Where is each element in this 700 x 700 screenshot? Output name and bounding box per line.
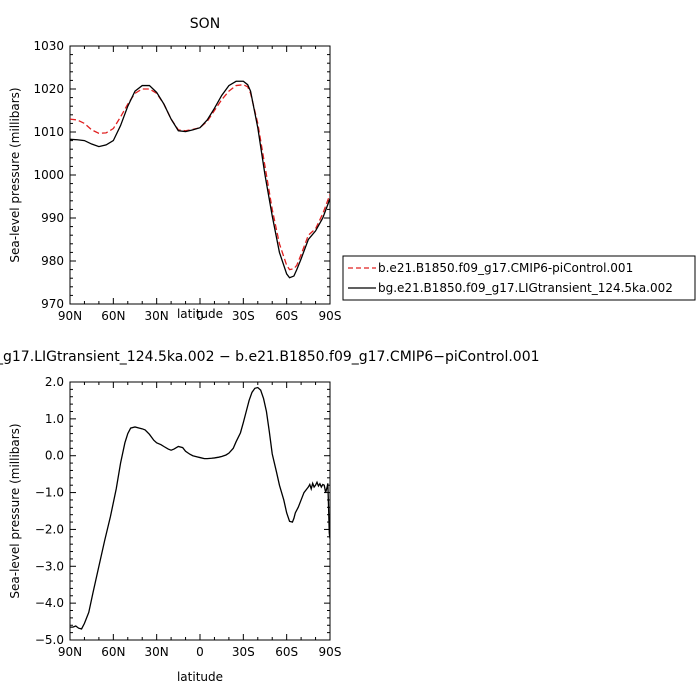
legend-label-1: b.e21.B1850.f09_g17.CMIP6-piControl.001 — [378, 261, 633, 275]
y-tick-label: −3.0 — [35, 559, 64, 573]
x-tick-label: 90N — [58, 309, 82, 323]
plot-frame — [69, 45, 331, 305]
x-tick-label: 90S — [319, 309, 342, 323]
x-tick-label: 0 — [196, 309, 204, 323]
x-tick-label: 60N — [101, 645, 125, 659]
y-tick-label: 980 — [41, 254, 64, 268]
y-tick-label: 970 — [41, 297, 64, 311]
x-tick-label: 60S — [275, 645, 298, 659]
y-tick-label: 1020 — [33, 82, 64, 96]
x-tick-label: 30S — [232, 309, 255, 323]
x-tick-label: 60N — [101, 309, 125, 323]
y-axis-label: Sea-level pressure (millibars) — [8, 423, 22, 598]
chart-title: bg.e21.B1850.f09_g17.LIGtransient_124.5k… — [0, 349, 540, 365]
x-tick-label: 60S — [275, 309, 298, 323]
y-tick-label: 1.0 — [45, 412, 64, 426]
x-tick-label: 0 — [196, 645, 204, 659]
chart-title: SON — [190, 16, 220, 32]
y-tick-label: 990 — [41, 211, 64, 225]
legend-box — [342, 255, 696, 301]
legend: b.e21.B1850.f09_g17.CMIP6-piControl.001b… — [342, 255, 696, 301]
chart-panel-1: SON 90N 60N 30N 0 30S 60S 90S 970 980 990 1000 1010 1… — [8, 16, 696, 323]
x-tick-label: 30S — [232, 645, 255, 659]
y-tick-label: 1010 — [33, 125, 64, 139]
x-tick-label: 30N — [145, 309, 169, 323]
x-tick-label: 30N — [145, 645, 169, 659]
y-tick-label: −5.0 — [35, 633, 64, 647]
legend-label-2: bg.e21.B1850.f09_g17.LIGtransient_124.5k… — [378, 281, 673, 295]
x-tick-label: 90N — [58, 645, 82, 659]
x-axis-label: latitude — [177, 670, 223, 684]
y-tick-label: 1030 — [33, 39, 64, 53]
y-tick-label: −4.0 — [35, 596, 64, 610]
y-tick-label: 2.0 — [45, 375, 64, 389]
y-tick-label: 0.0 — [45, 449, 64, 463]
x-tick-label: 90S — [319, 645, 342, 659]
y-axis-label: Sea-level pressure (millibars) — [8, 87, 22, 262]
series-line-1 — [70, 386, 330, 630]
y-tick-label: −2.0 — [35, 522, 64, 536]
plot-frame — [69, 381, 331, 641]
chart-panel-2: bg.e21.B1850.f09_g17.LIGtransient_124.5k… — [0, 349, 540, 684]
series-line-2 — [70, 80, 330, 279]
x-axis-label: latitude — [177, 307, 223, 321]
y-tick-label: 1000 — [33, 168, 64, 182]
y-tick-label: −1.0 — [35, 486, 64, 500]
series-line-1 — [70, 84, 330, 271]
